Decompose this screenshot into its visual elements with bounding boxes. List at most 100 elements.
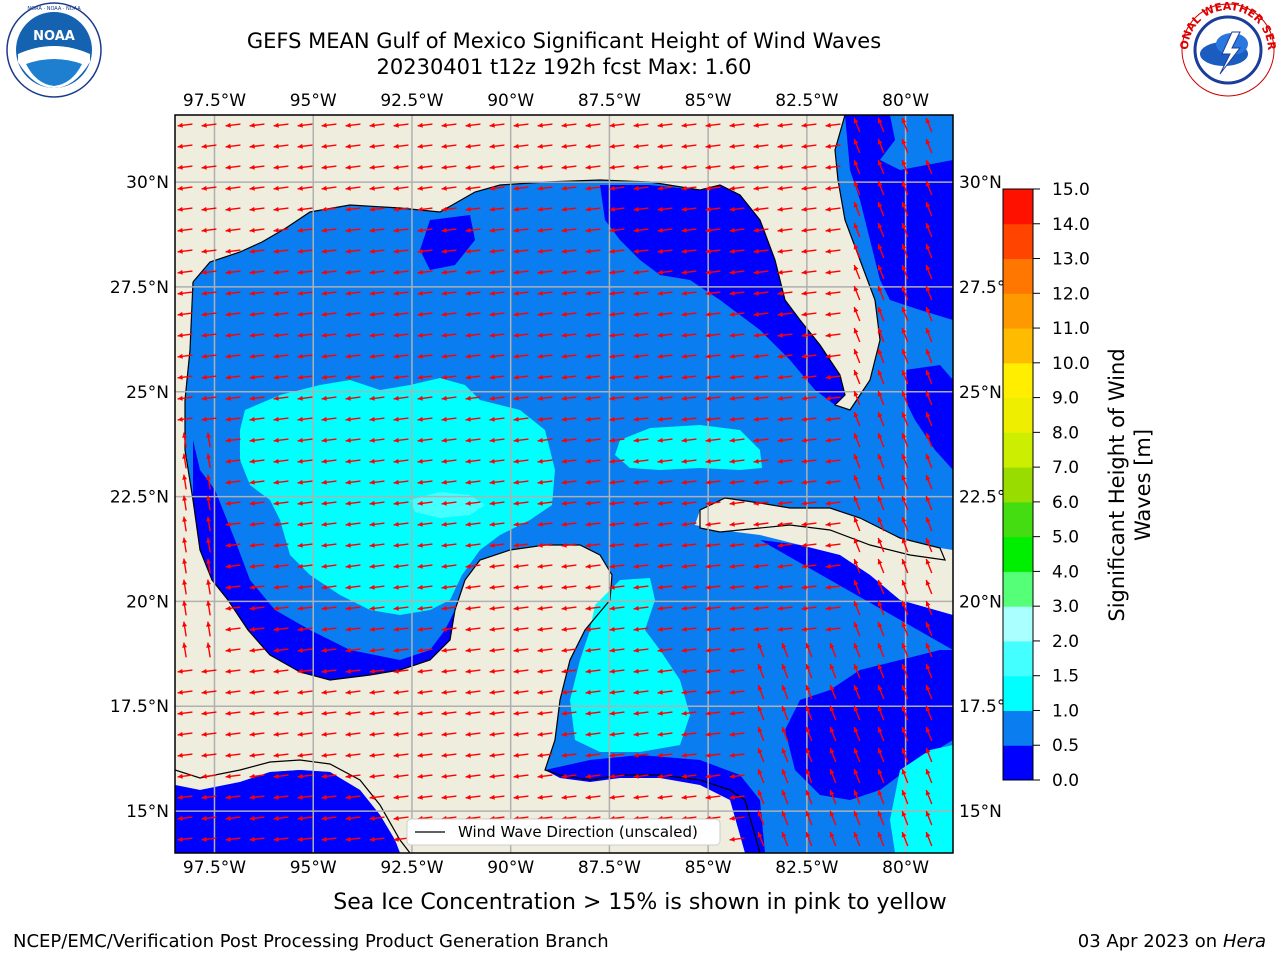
wave-arrow-head [321, 311, 327, 317]
wave-arrow-head [273, 374, 279, 380]
wave-arrow-head [393, 458, 399, 464]
wave-arrow-head [489, 227, 495, 233]
wave-arrow-head [901, 370, 907, 376]
wave-arrow-head [853, 769, 859, 775]
wave-arrow-head [561, 332, 567, 338]
wave-arrow-head [925, 286, 931, 292]
wave-arrow-head [705, 626, 711, 632]
wave-arrow-head [705, 311, 711, 317]
wave-arrow-head [489, 290, 495, 296]
wave-arrow-head [297, 710, 303, 716]
colorbar-tick-label: 11.0 [1052, 319, 1090, 339]
wave-arrow-head [417, 164, 423, 170]
wave-arrow-head [393, 773, 399, 779]
wave-arrow-head [609, 647, 615, 653]
wave-arrow-head [369, 143, 375, 149]
wave-arrow-head [441, 794, 447, 800]
wave-arrow-head [829, 685, 835, 691]
wave-arrow-head [182, 516, 188, 522]
lat-tick-right: 15°N [959, 802, 1002, 822]
wave-arrow-head [273, 248, 279, 254]
wave-arrow-head [513, 290, 519, 296]
wave-arrow-head [609, 500, 615, 506]
wave-arrow-head [753, 500, 759, 506]
wave-arrow-head [853, 328, 859, 334]
wave-arrow-head [225, 563, 231, 569]
wave-arrow-head [801, 374, 807, 380]
wave-arrow-head [297, 227, 303, 233]
wave-arrow-head [489, 395, 495, 401]
wave-arrow-head [345, 773, 351, 779]
wave-arrow-head [206, 579, 212, 585]
chart-title: GEFS MEAN Gulf of Mexico Significant Hei… [246, 29, 882, 53]
wave-arrow-head [182, 453, 188, 459]
wave-arrow-head [561, 227, 567, 233]
lon-tick-top: 92.5°W [380, 91, 443, 111]
wave-arrow-head [657, 710, 663, 716]
wave-arrow-head [705, 353, 711, 359]
wave-arrow-head [829, 706, 835, 712]
wave-arrow-head [249, 563, 255, 569]
footer-host: Hera [1222, 931, 1266, 952]
wave-arrow-head [901, 622, 907, 628]
wave-arrow-head [729, 605, 735, 611]
wave-zone-mid [615, 425, 762, 470]
wave-arrow-head [633, 605, 639, 611]
wave-arrow-head [321, 668, 327, 674]
wave-arrow-head [705, 269, 711, 275]
lon-tick-top: 87.5°W [578, 91, 641, 111]
wave-arrow-head [249, 731, 255, 737]
wave-arrow-head [585, 122, 591, 128]
wave-arrow-head [369, 416, 375, 422]
wave-arrow-head [585, 626, 591, 632]
wave-arrow-head [537, 794, 543, 800]
wave-arrow-head [801, 584, 807, 590]
wave-arrow-head [206, 474, 212, 480]
wave-arrow-head [801, 416, 807, 422]
wave-arrow-head [829, 790, 835, 796]
wave-arrow-head [249, 206, 255, 212]
wave-arrow-head [393, 374, 399, 380]
wave-arrow-head [489, 689, 495, 695]
wave-arrow-head [757, 643, 763, 649]
noaa-logo-text: NOAA [33, 29, 75, 44]
wave-arrow-head [777, 479, 783, 485]
wave-arrow-head [877, 328, 883, 334]
wave-arrow-head [609, 311, 615, 317]
wave-arrow-head [585, 437, 591, 443]
wave-arrow-head [825, 227, 831, 233]
wave-arrow-head [657, 794, 663, 800]
wave-arrow-head [729, 584, 735, 590]
wave-arrow-head [465, 458, 471, 464]
wave-arrow-head [901, 538, 907, 544]
wave-arrow-head [273, 689, 279, 695]
wave-arrow-head [853, 286, 859, 292]
wave-arrow-head [177, 143, 183, 149]
wave-arrow-head [321, 542, 327, 548]
wave-arrow-head [393, 815, 399, 821]
wave-arrow-head [369, 227, 375, 233]
wave-arrow-head [489, 668, 495, 674]
wave-arrow-head [585, 374, 591, 380]
wave-arrow-head [777, 269, 783, 275]
wave-arrow-head [609, 710, 615, 716]
wave-arrow-head [777, 143, 783, 149]
wave-arrow-head [633, 290, 639, 296]
wave-arrow-head [537, 479, 543, 485]
colorbar-tick-label: 12.0 [1052, 284, 1090, 304]
wave-arrow-head [369, 374, 375, 380]
wave-arrow-head [561, 668, 567, 674]
wave-arrow-head [465, 311, 471, 317]
wave-arrow-head [853, 685, 859, 691]
wave-arrow-head [513, 689, 519, 695]
wave-arrow-head [345, 542, 351, 548]
lon-tick-top: 90°W [487, 91, 534, 111]
wave-arrow-head [417, 521, 423, 527]
wave-arrow-head [877, 832, 883, 838]
wave-arrow-head [681, 500, 687, 506]
wave-arrow-head [657, 773, 663, 779]
wave-arrow-head [297, 794, 303, 800]
wave-arrow-head [273, 584, 279, 590]
lat-tick-right: 25°N [959, 383, 1002, 403]
wave-arrow-head [825, 269, 831, 275]
